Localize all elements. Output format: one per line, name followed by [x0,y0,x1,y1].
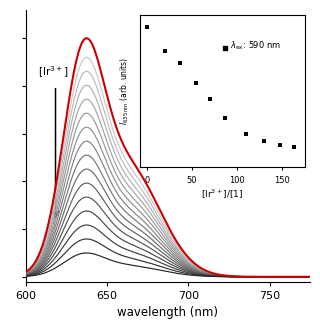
Text: [Ir$^{3+}$]: [Ir$^{3+}$] [38,65,69,80]
X-axis label: wavelength (nm): wavelength (nm) [117,306,219,319]
